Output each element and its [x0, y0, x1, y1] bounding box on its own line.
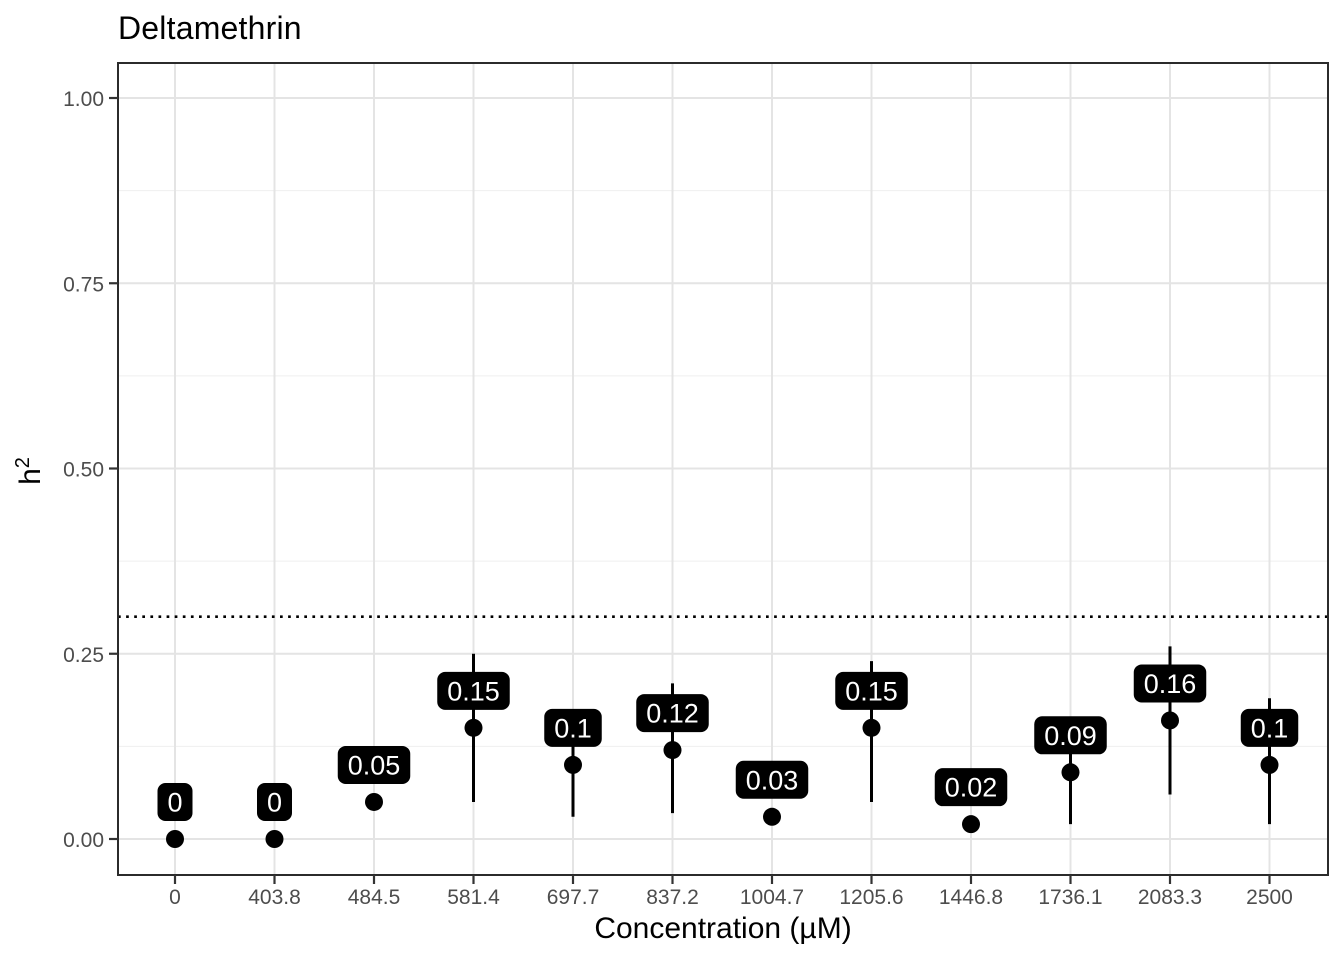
chart-title: Deltamethrin: [118, 10, 302, 46]
value-label: 0.15: [447, 676, 500, 706]
data-point: [962, 815, 980, 834]
value-label-box: [1133, 664, 1207, 703]
value-label: 0.12: [646, 699, 699, 729]
value-label: 0: [267, 788, 282, 818]
x-tick-label: 0: [169, 886, 181, 909]
x-tick-label: 484.5: [348, 886, 401, 909]
x-tick-label: 697.7: [547, 886, 600, 909]
y-tick-label: 0.00: [63, 829, 104, 852]
value-label: 0.16: [1144, 669, 1197, 699]
data-point: [265, 830, 284, 848]
value-label: 0.05: [348, 750, 401, 780]
data-point: [166, 830, 184, 848]
value-label-box: [544, 708, 602, 747]
value-label-box: [337, 745, 411, 784]
data-point: [1061, 763, 1080, 782]
data-point: [1260, 755, 1279, 774]
x-tick-label: 837.2: [646, 886, 699, 909]
value-label-box: [157, 783, 193, 821]
value-label: 0.1: [1251, 713, 1289, 743]
data-point: [862, 718, 881, 737]
value-label: 0.15: [845, 676, 898, 706]
data-point: [464, 718, 483, 737]
x-axis-title: Concentration (µM): [594, 912, 852, 945]
value-label: 0.03: [746, 765, 799, 795]
y-tick-label: 0.25: [63, 644, 104, 667]
x-tick-label: 1736.1: [1038, 886, 1102, 909]
data-point: [1161, 711, 1179, 730]
x-tick-label: 1004.7: [740, 886, 804, 909]
x-tick-label: 403.8: [248, 886, 301, 909]
y-tick-label: 0.75: [63, 273, 104, 296]
y-tick-label: 1.00: [63, 88, 104, 111]
value-label: 0.09: [1044, 721, 1097, 751]
x-tick-label: 2500: [1246, 886, 1293, 909]
value-label-box: [1034, 716, 1107, 755]
data-point: [564, 755, 582, 774]
value-label-box: [934, 768, 1008, 807]
value-label-box: [257, 783, 292, 821]
value-label-box: [1240, 708, 1299, 747]
value-label: 0: [167, 788, 182, 818]
value-label-box: [735, 760, 809, 799]
value-label-box: [835, 671, 908, 710]
data-point: [365, 792, 383, 811]
data-point: [763, 807, 781, 826]
y-tick-label: 0.50: [63, 459, 104, 482]
value-label: 0.02: [945, 773, 998, 803]
data-point: [663, 741, 682, 760]
value-label-box: [636, 694, 709, 733]
value-label: 0.1: [554, 713, 592, 743]
x-tick-label: 1446.8: [939, 886, 1003, 909]
x-tick-label: 1205.6: [839, 886, 903, 909]
value-label-box: [437, 671, 510, 710]
x-tick-label: 2083.3: [1138, 886, 1202, 909]
x-tick-label: 581.4: [447, 886, 500, 909]
